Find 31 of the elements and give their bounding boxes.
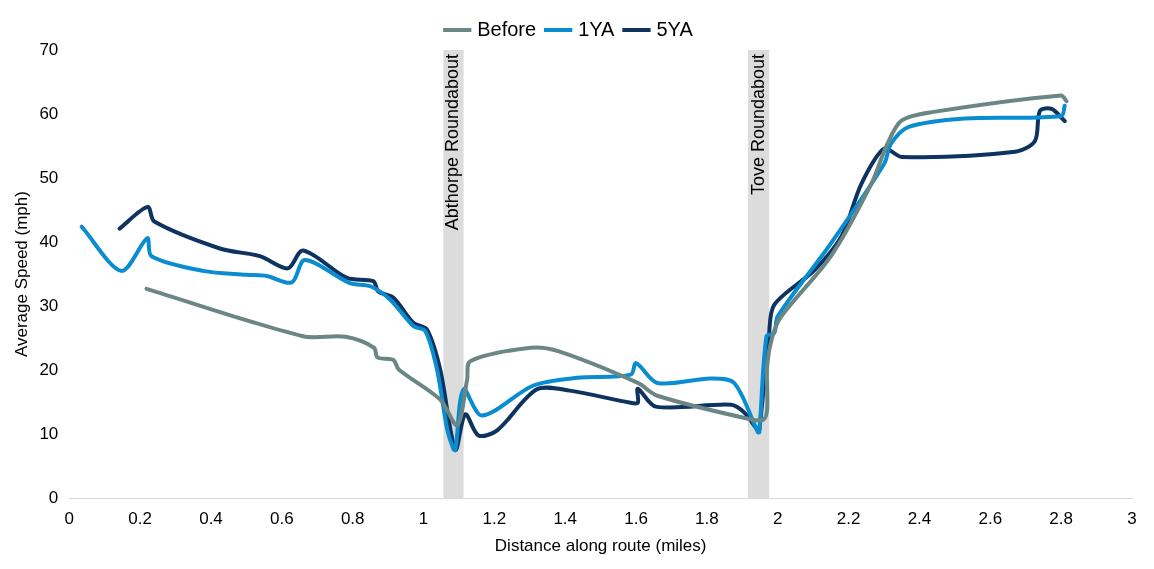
y-tick-label: 0 <box>48 487 59 507</box>
y-tick-label: 40 <box>39 231 59 251</box>
x-axis-title: Distance along route (miles) <box>494 536 707 556</box>
x-tick-label: 1.8 <box>695 509 719 529</box>
x-tick-label: 1.4 <box>553 509 578 529</box>
x-tick-label: 0.6 <box>270 509 294 529</box>
legend-label: Before <box>477 17 537 40</box>
x-tick-label: 3 <box>1127 509 1137 529</box>
y-tick-label: 60 <box>39 103 59 123</box>
x-tick-label: 1 <box>418 509 429 529</box>
x-tick-label: 2.4 <box>907 509 932 529</box>
y-tick-label: 30 <box>39 295 59 315</box>
x-tick-label: 0 <box>64 509 75 529</box>
x-tick-label: 2.8 <box>1049 509 1073 529</box>
x-tick-label: 2 <box>773 509 783 529</box>
band-label: Tove Roundabout <box>747 54 768 196</box>
legend-label: 5YA <box>656 17 694 40</box>
x-tick-label: 0.2 <box>128 509 152 529</box>
x-tick-label: 2.2 <box>836 509 861 529</box>
y-tick-label: 50 <box>39 167 59 187</box>
y-tick-label: 70 <box>39 39 59 59</box>
x-tick-label: 1.2 <box>482 509 507 529</box>
x-tick-label: 2.6 <box>978 509 1003 529</box>
legend-label: 1YA <box>578 17 616 40</box>
y-tick-label: 10 <box>39 423 59 443</box>
x-tick-label: 0.4 <box>199 509 223 529</box>
x-tick-label: 0.8 <box>340 509 365 529</box>
x-tick-label: 1.6 <box>624 509 648 529</box>
y-tick-label: 20 <box>39 359 59 379</box>
band-label: Abthorpe Roundabout <box>442 54 463 231</box>
y-axis-title: Average Speed (mph) <box>11 191 31 358</box>
